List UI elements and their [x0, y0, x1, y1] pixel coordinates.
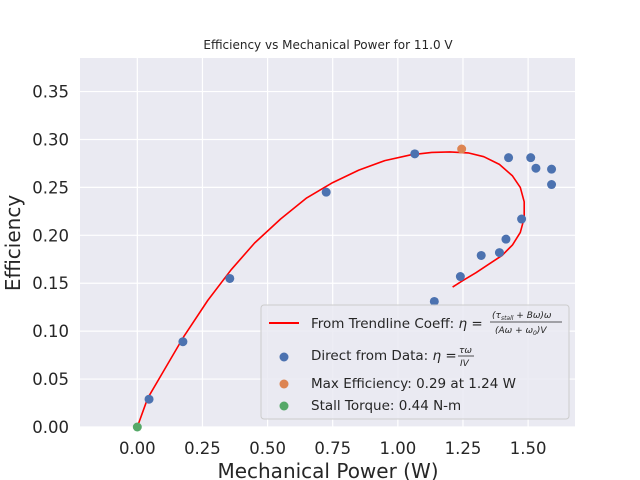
data-point: [429, 296, 439, 306]
x-tick-label: 0.75: [314, 439, 351, 458]
svg-text:(τstall + Bω)ω: (τstall + Bω)ω: [492, 311, 552, 322]
data-point: [504, 153, 514, 163]
x-axis-label: Mechanical Power (W): [217, 459, 438, 480]
y-tick-label: 0.20: [32, 226, 69, 245]
y-tick-label: 0.35: [32, 83, 69, 102]
legend-stall-swatch: [279, 401, 289, 411]
data-point: [501, 234, 511, 244]
svg-text:(Aω + ω0)V: (Aω + ω0)V: [495, 326, 547, 337]
x-tick-label: 0.25: [184, 439, 221, 458]
y-axis-label: Efficiency: [1, 195, 25, 292]
y-tick-label: 0.10: [32, 322, 69, 341]
points-layer: [132, 144, 557, 432]
legend-max-label: Max Efficiency: 0.29 at 1.24 W: [311, 376, 516, 392]
data-point: [547, 164, 557, 174]
data-point: [321, 187, 331, 197]
data-point: [547, 180, 557, 190]
legend-direct-label: Direct from Data: η =: [311, 348, 457, 364]
data-point: [178, 337, 188, 347]
y-tick-label: 0.05: [32, 370, 69, 389]
svg-text:τω: τω: [459, 346, 472, 356]
legend: From Trendline Coeff: η = (τstall + Bω)ω…: [260, 304, 570, 420]
legend-box: [260, 304, 570, 420]
x-tick-label: 1.25: [445, 439, 482, 458]
data-point: [132, 422, 142, 432]
data-point: [144, 394, 154, 404]
trendline-curve: [136, 151, 526, 428]
data-point: [455, 272, 465, 282]
data-point: [531, 163, 541, 173]
legend-max-swatch: [279, 379, 289, 389]
y-tick-label: 0.25: [32, 178, 69, 197]
legend-direct-fraction: τω IV: [458, 346, 474, 369]
x-tick-label: 0.00: [119, 439, 156, 458]
legend-trend-fraction: (τstall + Bω)ω (Aω + ω0)V: [490, 311, 562, 337]
y-tick-label: 0.00: [32, 418, 69, 437]
data-point: [410, 149, 420, 159]
x-tick-label: 1.50: [510, 439, 547, 458]
legend-direct-swatch: [279, 352, 289, 362]
x-tick-label: 0.50: [249, 439, 286, 458]
legend-trend-label: From Trendline Coeff: η =: [311, 316, 483, 332]
data-point: [476, 250, 486, 260]
y-tick-labels: 0.00 0.05 0.10 0.15 0.20 0.25 0.30 0.35: [32, 83, 69, 437]
x-tick-labels: 0.00 0.25 0.50 0.75 1.00 1.25 1.50: [119, 439, 547, 458]
chart-title: Efficiency vs Mechanical Power for 11.0 …: [203, 38, 453, 52]
x-tick-label: 1.00: [379, 439, 416, 458]
data-point: [517, 214, 527, 224]
data-point: [526, 153, 536, 163]
trendline-layer: [136, 151, 526, 428]
y-tick-label: 0.15: [32, 274, 69, 293]
y-tick-label: 0.30: [32, 130, 69, 149]
data-point: [494, 248, 504, 258]
data-point: [457, 144, 467, 154]
legend-stall-label: Stall Torque: 0.44 N-m: [311, 398, 461, 414]
data-point: [225, 273, 235, 283]
svg-text:IV: IV: [460, 359, 470, 369]
